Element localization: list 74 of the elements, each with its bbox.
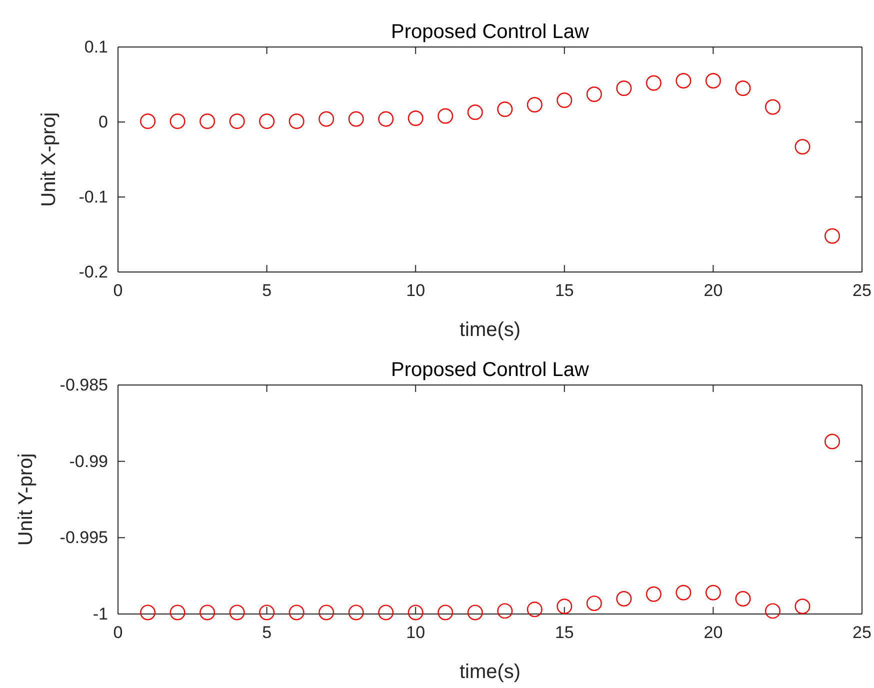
x-tick-label: 0 — [113, 623, 123, 642]
y-tick-label: -1 — [92, 604, 108, 624]
point — [467, 604, 483, 620]
point — [764, 603, 780, 619]
point — [438, 108, 454, 124]
point — [140, 604, 156, 620]
chart-title: Proposed Control Law — [391, 359, 590, 381]
y-tick-label: -0.2 — [78, 262, 108, 282]
x-tick-label: 15 — [554, 281, 574, 300]
point — [824, 228, 840, 244]
point — [259, 604, 275, 620]
point — [586, 86, 602, 102]
y-tick-label: 0.1 — [84, 37, 108, 56]
x-tick-label: 10 — [406, 623, 426, 642]
y-tick-label: -0.1 — [78, 187, 108, 206]
point — [676, 73, 692, 88]
point — [229, 604, 245, 620]
y-tick-label: -0.985 — [60, 375, 108, 394]
y-tick-label: -0.995 — [60, 528, 108, 548]
point — [200, 114, 216, 129]
point — [318, 604, 334, 620]
point — [378, 111, 394, 127]
x-tick-label: 0 — [113, 281, 123, 300]
point — [705, 73, 721, 88]
point — [646, 75, 662, 91]
point — [408, 604, 424, 620]
point — [556, 92, 572, 108]
x-axis-title: time(s) — [459, 319, 521, 341]
point — [438, 604, 454, 620]
y-axis-title: Unit Y-proj — [15, 453, 37, 546]
point — [764, 99, 780, 115]
x-tick-label: 15 — [554, 623, 574, 642]
point — [735, 591, 751, 606]
x-tick-label: 5 — [262, 623, 272, 642]
point — [556, 598, 572, 614]
point — [526, 97, 542, 112]
x-tick-label: 20 — [704, 623, 723, 642]
point — [200, 604, 216, 620]
x-tick-label: 5 — [262, 281, 272, 300]
point — [526, 602, 542, 618]
x-tick-label: 25 — [852, 623, 872, 642]
point — [348, 604, 364, 620]
point — [616, 80, 632, 96]
point — [586, 596, 602, 612]
point — [259, 114, 275, 129]
point — [348, 111, 364, 127]
point — [735, 80, 751, 96]
point — [229, 114, 245, 129]
point — [170, 114, 186, 129]
point — [824, 434, 840, 450]
point — [794, 139, 810, 154]
point — [705, 584, 721, 600]
point — [646, 586, 662, 602]
point — [378, 604, 394, 620]
point — [616, 591, 632, 606]
x-axis-title: time(s) — [459, 661, 521, 683]
y-axis-title: Unit X-proj — [38, 112, 60, 207]
x-tick-label: 25 — [852, 281, 872, 300]
point — [408, 110, 424, 126]
point — [318, 111, 334, 127]
point — [288, 604, 304, 620]
point — [288, 114, 304, 129]
y-tick-label: -0.99 — [69, 452, 108, 471]
x-tick-label: 10 — [406, 281, 426, 300]
point — [140, 114, 156, 129]
point — [794, 598, 810, 614]
point — [467, 104, 483, 120]
point — [170, 604, 186, 620]
y-tick-label: 0 — [98, 112, 108, 132]
x-tick-label: 20 — [704, 281, 723, 300]
chart-title: Proposed Control Law — [391, 21, 590, 43]
point — [497, 603, 513, 619]
point — [676, 584, 692, 600]
point — [497, 102, 513, 117]
